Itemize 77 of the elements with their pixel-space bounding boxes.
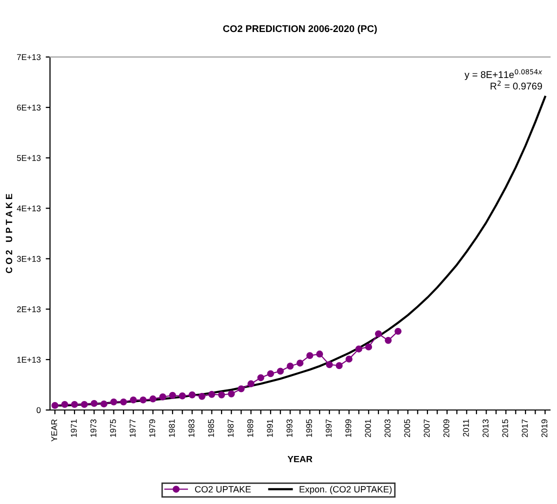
x-tick-label: 2003 — [384, 419, 390, 438]
y-tick-label: 4E+13 — [16, 205, 41, 212]
point — [346, 356, 352, 363]
annotation: R$^{2}$ = 0.9769 — [490, 80, 542, 90]
x-tick-label: 1983 — [188, 419, 194, 437]
point — [198, 392, 206, 400]
point — [238, 385, 245, 392]
y-axis-title: C O 2 U P T A K E — [6, 194, 12, 274]
x-tick-label: 2007 — [424, 419, 430, 438]
x-tick-label: 1987 — [228, 419, 234, 437]
point — [355, 346, 362, 352]
point — [286, 362, 294, 370]
point — [336, 362, 343, 370]
point — [257, 374, 264, 382]
x-tick-label: 2005 — [404, 419, 410, 438]
point — [218, 391, 226, 398]
legend-label: CO2 UPTAKE — [195, 486, 251, 492]
point — [80, 400, 88, 408]
y-tick-label: 7E+13 — [17, 54, 41, 60]
x-tick-label: 2017 — [522, 419, 528, 438]
point — [61, 400, 68, 408]
point — [159, 393, 166, 400]
x-tick-label: 1999 — [345, 419, 352, 437]
point — [384, 336, 392, 344]
y-tick-label: 6E+13 — [17, 104, 41, 111]
x-tick-label: 2001 — [364, 419, 371, 438]
legend-label: Expon. (CO2 UPTAKE) — [300, 486, 392, 494]
point — [208, 390, 216, 398]
x-tick-label: 2011 — [463, 419, 469, 437]
point — [316, 350, 324, 358]
point — [169, 392, 176, 399]
x-tick-label: 1989 — [247, 419, 254, 437]
x-tick-label: 1979 — [149, 419, 156, 437]
point — [90, 400, 98, 407]
x-tick-label: 1977 — [130, 419, 136, 437]
y-tick-label: 0 — [36, 407, 41, 414]
y-tick-label: 3E+13 — [16, 256, 41, 262]
point — [140, 396, 147, 404]
point — [267, 370, 274, 378]
point — [188, 391, 196, 398]
point — [71, 400, 78, 408]
x-tick-label: 1975 — [110, 419, 116, 437]
point — [276, 368, 284, 375]
point — [326, 361, 333, 368]
y-tick-label: 5E+13 — [16, 155, 41, 161]
x-tick-label: 1981 — [168, 419, 175, 437]
x-tick-label: 1995 — [306, 419, 312, 437]
chart-title: CO2 PREDICTION 2006-2020 (PC) — [223, 24, 377, 34]
point — [296, 360, 304, 367]
point — [228, 390, 235, 398]
point — [51, 402, 58, 409]
x-tick-label: YEAR — [51, 419, 58, 442]
x-tick-label: 1985 — [208, 419, 214, 437]
point — [120, 398, 127, 406]
point — [149, 395, 156, 402]
y-tick-label: 1E+13 — [17, 356, 41, 363]
x-axis-title: YEAR — [288, 456, 312, 462]
point — [374, 330, 382, 338]
point — [394, 328, 402, 335]
y-tick-label: 2E+13 — [17, 306, 41, 312]
annotation: y = 8E+11e$^{0.0854x}$ — [464, 69, 542, 80]
x-tick-label: 1973 — [90, 419, 96, 437]
point — [178, 392, 186, 400]
x-tick-label: 2019 — [541, 419, 548, 438]
x-tick-label: 2015 — [502, 419, 508, 438]
point — [100, 400, 108, 408]
x-tick-label: 1997 — [326, 419, 332, 437]
point — [306, 352, 314, 360]
point — [130, 396, 137, 404]
x-tick-label: 1971 — [70, 419, 77, 437]
x-tick-label: 2013 — [482, 419, 489, 438]
x-tick-label: 1991 — [266, 419, 273, 437]
point — [365, 343, 372, 350]
x-tick-label: 1993 — [286, 419, 292, 437]
point — [248, 380, 254, 388]
x-tick-label: 2009 — [443, 419, 450, 438]
point — [110, 398, 118, 406]
